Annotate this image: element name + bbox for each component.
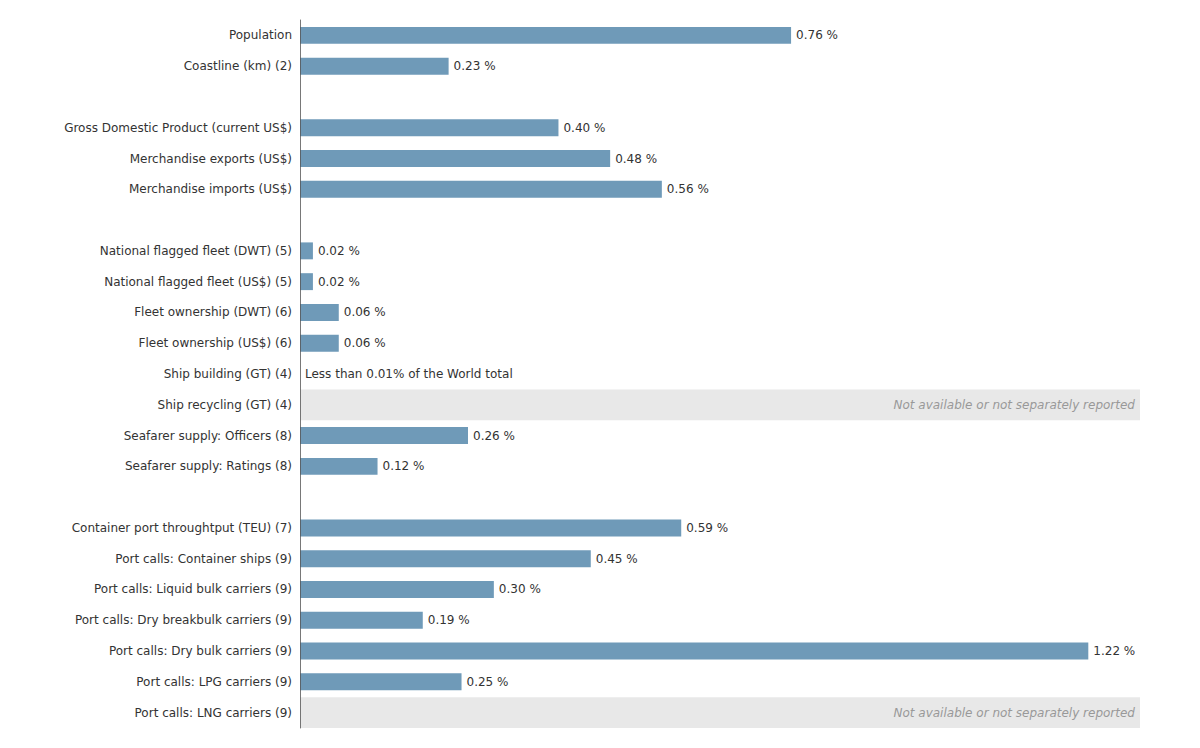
svg-text:National flagged fleet (DWT) (: National flagged fleet (DWT) (5) [100,244,292,258]
svg-text:0.48 %: 0.48 % [615,152,657,166]
svg-text:0.02 %: 0.02 % [318,244,360,258]
svg-text:Port calls: Liquid bulk carrie: Port calls: Liquid bulk carriers (9) [94,582,292,596]
svg-text:Ship recycling (GT) (4): Ship recycling (GT) (4) [158,398,292,412]
svg-text:0.59 %: 0.59 % [686,521,728,535]
svg-text:0.06 %: 0.06 % [344,336,386,350]
svg-text:Ship building (GT) (4): Ship building (GT) (4) [164,367,292,381]
svg-text:Port calls: Dry bulk carriers: Port calls: Dry bulk carriers (9) [109,644,292,658]
svg-text:0.40 %: 0.40 % [563,121,605,135]
svg-text:Seafarer supply: Ratings (8): Seafarer supply: Ratings (8) [125,459,292,473]
svg-text:Not available or not separatel: Not available or not separately reported [893,706,1135,720]
svg-text:Port calls: Dry breakbulk carr: Port calls: Dry breakbulk carriers (9) [75,613,292,627]
svg-text:0.19 %: 0.19 % [428,613,470,627]
svg-text:Port calls: Container ships (9: Port calls: Container ships (9) [115,552,292,566]
svg-text:Coastline (km) (2): Coastline (km) (2) [184,59,292,73]
svg-text:Merchandise imports (US$): Merchandise imports (US$) [129,182,292,196]
svg-text:0.02 %: 0.02 % [318,275,360,289]
svg-text:Seafarer supply: Officers (8): Seafarer supply: Officers (8) [124,429,292,443]
svg-text:0.06 %: 0.06 % [344,305,386,319]
svg-text:Fleet ownership (US$) (6): Fleet ownership (US$) (6) [139,336,292,350]
svg-text:0.26 %: 0.26 % [473,429,515,443]
svg-text:Port calls: LPG carriers (9): Port calls: LPG carriers (9) [136,675,292,689]
svg-text:0.30 %: 0.30 % [499,582,541,596]
svg-text:1.22 %: 1.22 % [1093,644,1135,658]
svg-text:Gross Domestic Product (curren: Gross Domestic Product (current US$) [64,121,292,135]
svg-text:0.25 %: 0.25 % [467,675,509,689]
svg-text:National flagged fleet (US$) (: National flagged fleet (US$) (5) [104,275,292,289]
svg-text:0.76 %: 0.76 % [796,28,838,42]
svg-text:Less than 0.01% of the World t: Less than 0.01% of the World total [305,367,513,381]
svg-text:Not available or not separatel: Not available or not separately reported [893,398,1135,412]
svg-text:0.45 %: 0.45 % [596,552,638,566]
svg-text:Population: Population [229,28,292,42]
svg-text:Port calls: LNG carriers (9): Port calls: LNG carriers (9) [135,706,292,720]
svg-text:Container port throughtput (TE: Container port throughtput (TEU) (7) [72,521,292,535]
svg-text:0.12 %: 0.12 % [383,459,425,473]
svg-text:0.56 %: 0.56 % [667,182,709,196]
svg-text:0.23 %: 0.23 % [454,59,496,73]
svg-text:Merchandise exports (US$): Merchandise exports (US$) [130,152,292,166]
svg-text:Fleet ownership (DWT) (6): Fleet ownership (DWT) (6) [134,305,292,319]
